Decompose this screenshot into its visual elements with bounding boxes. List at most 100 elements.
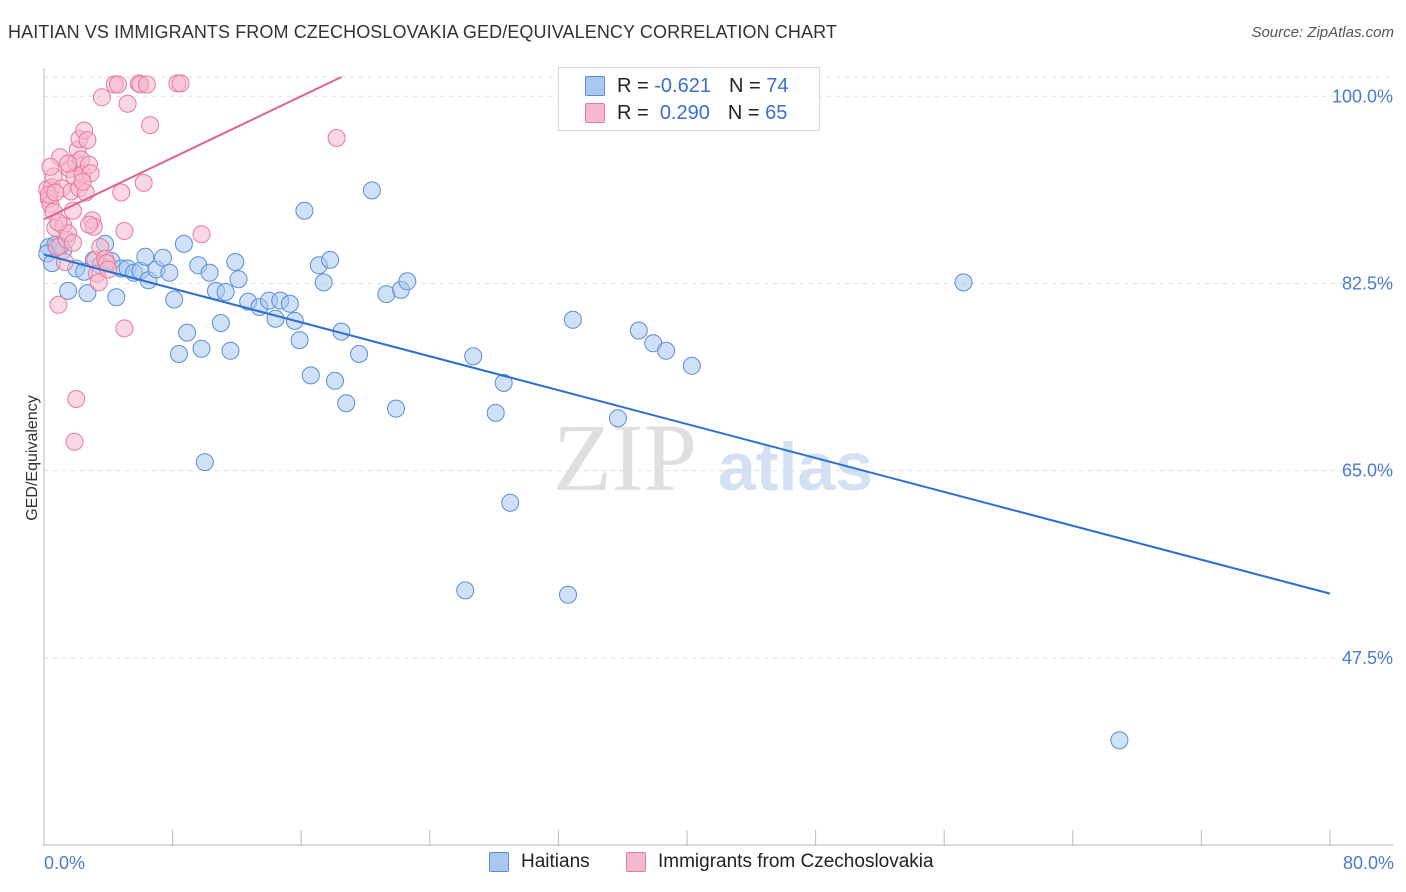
- point-czech: [134, 173, 153, 192]
- point-haitians: [195, 453, 214, 472]
- point-haitians: [78, 284, 97, 303]
- point-haitians: [350, 345, 369, 363]
- point-czech: [41, 157, 60, 176]
- point-haitians: [1110, 731, 1129, 750]
- point-czech: [92, 88, 111, 107]
- point-haitians: [326, 371, 344, 390]
- point-haitians: [682, 356, 701, 375]
- legend-row-haitians: R = -0.621 N = 74: [585, 73, 788, 99]
- point-haitians: [160, 263, 179, 282]
- legend-item-haitians: Haitians: [489, 851, 590, 873]
- legend-r-value-czech: 0.290: [659, 101, 710, 124]
- x-tick-label-max: 80.0%: [1343, 853, 1394, 873]
- point-haitians: [174, 234, 193, 253]
- point-czech: [80, 215, 98, 234]
- legend-swatch-haitians: [489, 852, 509, 872]
- point-haitians: [456, 581, 475, 600]
- point-haitians: [200, 263, 219, 282]
- legend-item-czech: Immigrants from Czechoslovakia: [626, 851, 934, 873]
- point-czech: [65, 432, 84, 451]
- point-haitians: [295, 201, 314, 220]
- point-haitians: [563, 310, 582, 329]
- y-tick-label: 100.0%: [1332, 86, 1393, 106]
- point-haitians: [398, 272, 417, 291]
- point-czech: [327, 129, 346, 147]
- point-czech: [171, 74, 190, 93]
- x-tick-label-min: 0.0%: [44, 853, 85, 873]
- legend-n-value-czech: 65: [765, 101, 788, 124]
- point-czech: [115, 319, 134, 338]
- point-haitians: [464, 347, 483, 366]
- legend-swatch-czech: [626, 852, 646, 872]
- point-haitians: [608, 409, 627, 428]
- legend-r-label: R =: [617, 74, 649, 97]
- legend-n-value-haitians: 74: [766, 74, 789, 97]
- point-haitians: [165, 290, 184, 309]
- chart-title: HAITIAN VS IMMIGRANTS FROM CZECHOSLOVAKI…: [8, 22, 837, 42]
- point-czech: [141, 116, 160, 135]
- point-czech: [115, 222, 134, 240]
- point-haitians: [266, 309, 285, 328]
- point-haitians: [954, 273, 973, 292]
- point-czech: [137, 75, 156, 94]
- point-haitians: [321, 250, 340, 269]
- point-haitians: [136, 247, 155, 266]
- point-czech: [118, 94, 137, 113]
- point-czech: [112, 183, 131, 202]
- point-czech: [49, 295, 68, 314]
- point-haitians: [559, 585, 577, 604]
- y-tick-label: 47.5%: [1342, 648, 1393, 668]
- legend-label-haitians: Haitians: [521, 851, 590, 872]
- point-haitians: [192, 339, 211, 358]
- watermark: ZIP atlas: [553, 404, 873, 511]
- point-czech: [108, 75, 127, 94]
- point-haitians: [486, 403, 505, 422]
- legend-label-czech: Immigrants from Czechoslovakia: [658, 851, 934, 872]
- legend-r-value-haitians: -0.621: [654, 74, 711, 97]
- source-label: Source: ZipAtlas.com: [1251, 24, 1394, 41]
- legend-row-czech: R = 0.290 N = 65: [585, 100, 787, 126]
- point-czech: [59, 154, 78, 173]
- point-czech: [73, 172, 92, 191]
- legend-n-label: N =: [728, 74, 761, 97]
- point-haitians: [314, 273, 333, 292]
- point-haitians: [337, 394, 356, 413]
- point-haitians: [301, 366, 320, 385]
- point-haitians: [229, 270, 248, 289]
- legend-swatch-czech: [585, 103, 605, 123]
- y-axis-title: GED/Equivalency: [24, 395, 41, 520]
- point-haitians: [178, 323, 197, 342]
- point-czech: [67, 390, 86, 408]
- legend-n-label: N =: [727, 101, 760, 124]
- x-tick-marks: [43, 830, 1331, 846]
- point-czech: [78, 131, 97, 150]
- point-czech: [192, 225, 211, 244]
- legend-r-label: R =: [617, 101, 649, 124]
- gridlines: [44, 76, 1394, 659]
- point-haitians: [657, 341, 676, 360]
- point-czech: [89, 273, 108, 292]
- legend-swatch-haitians: [585, 76, 605, 96]
- trend-line-czech: [43, 76, 342, 221]
- series-legend: Haitians Immigrants from Czechoslovakia: [0, 851, 1406, 877]
- point-haitians: [362, 181, 381, 200]
- point-haitians: [59, 281, 78, 300]
- point-czech: [63, 233, 82, 252]
- point-haitians: [216, 283, 235, 301]
- point-haitians: [290, 331, 309, 350]
- point-haitians: [387, 399, 405, 418]
- point-haitians: [107, 288, 126, 307]
- point-czech: [46, 183, 65, 202]
- point-haitians: [494, 373, 513, 392]
- point-haitians: [629, 321, 648, 340]
- trend-line-haitians: [43, 253, 1331, 595]
- point-haitians: [154, 248, 172, 267]
- point-czech: [49, 213, 68, 232]
- correlation-legend: R = -0.621 N = 74 R = 0.290 N = 65: [558, 67, 820, 131]
- point-haitians: [170, 345, 188, 363]
- point-haitians: [280, 294, 299, 313]
- y-tick-labels: 100.0% 82.5% 65.0% 47.5%: [1332, 86, 1393, 668]
- point-haitians: [226, 253, 245, 271]
- point-haitians: [501, 493, 520, 512]
